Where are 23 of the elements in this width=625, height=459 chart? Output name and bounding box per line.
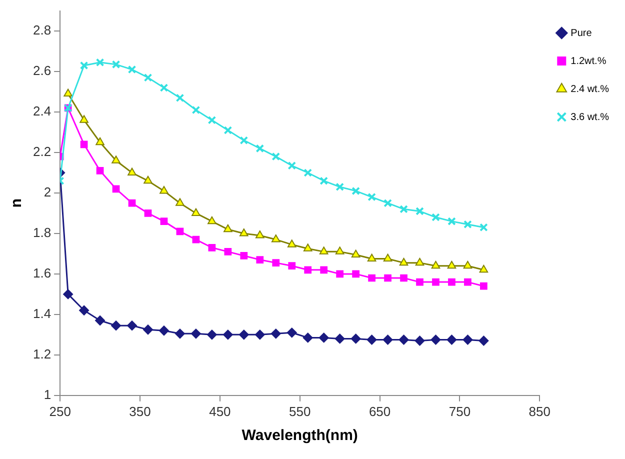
x-tick-label: 450: [209, 404, 231, 419]
y-tick-label: 1.2: [32, 346, 52, 362]
legend-label: 1.2wt.%: [570, 56, 606, 67]
legend-label: 2.4 wt.%: [570, 84, 610, 95]
y-tick-label: 2.2: [32, 144, 52, 160]
y-tick-label: 2.8: [32, 22, 52, 38]
y-tick-label: 1.8: [32, 225, 52, 240]
y-tick-label: 1: [44, 386, 52, 402]
y-axis-title: n: [8, 198, 26, 208]
x-tick-label: 650: [368, 404, 391, 419]
x-tick-label: 750: [448, 404, 471, 419]
legend-label: Pure: [570, 28, 592, 39]
x-axis-title: Wavelength(nm): [242, 427, 358, 444]
x-tick-label: 350: [129, 404, 151, 419]
x-tick-label: 850: [528, 404, 550, 419]
x-tick-label: 250: [49, 404, 71, 419]
y-tick-label: 2.6: [32, 63, 52, 78]
y-tick-label: 1.4: [32, 306, 52, 322]
x-tick-label: 550: [289, 404, 311, 419]
legend-label: 3.6 wt.%: [570, 112, 610, 123]
y-tick-label: 2: [44, 184, 52, 200]
y-tick-label: 1.6: [32, 266, 52, 281]
y-tick-label: 2.4: [32, 104, 52, 119]
